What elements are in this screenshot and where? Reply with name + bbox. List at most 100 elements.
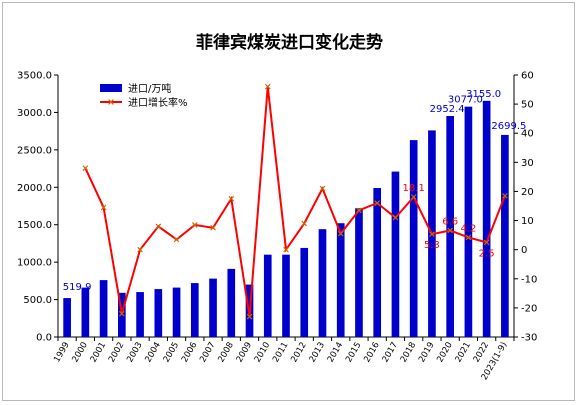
x-tick-label: 2012 — [289, 341, 308, 365]
x-tick-label: 2002 — [107, 341, 126, 365]
left-tick-label: 500.0 — [23, 295, 52, 306]
bar — [99, 280, 108, 337]
line-marker — [319, 185, 326, 192]
line-marker — [173, 236, 180, 243]
line-marker — [264, 83, 271, 90]
legend-line-marker — [108, 99, 114, 105]
line-marker — [301, 220, 308, 227]
bar — [446, 115, 454, 338]
x-tick-label: 2000 — [70, 341, 89, 365]
bar — [282, 254, 290, 337]
line-marker — [210, 225, 216, 231]
line-marker — [283, 246, 289, 253]
bar — [355, 208, 363, 337]
x-tick-label: 2020 — [435, 341, 454, 365]
line-marker — [410, 194, 417, 200]
line-marker — [465, 234, 472, 241]
left-tick-label: 3000.0 — [17, 108, 52, 119]
right-tick-label: 10 — [521, 216, 534, 227]
bar — [118, 292, 126, 337]
right-tick-label: 40 — [521, 129, 534, 140]
bar — [154, 289, 163, 337]
bar — [209, 278, 217, 337]
x-tick-label: 2001 — [89, 341, 108, 365]
x-tick-label: 2007 — [198, 341, 217, 365]
line-layer — [82, 83, 508, 320]
data-label: 3077.0 — [448, 95, 483, 106]
data-label: 2952.4 — [430, 104, 465, 115]
x-tick-label: 2016 — [362, 341, 381, 365]
bar — [172, 287, 181, 337]
chart-title: 菲律宾煤炭进口变化走势 — [196, 33, 383, 53]
left-tick-label: 0.0 — [36, 333, 52, 344]
bar — [482, 100, 491, 337]
axes-layer: 0.0 500.0 1000.0 1500.0 2000.0 2500.0 3000.0 35… — [17, 71, 537, 383]
bar — [318, 229, 327, 337]
data-label: 5.3 — [424, 240, 440, 251]
x-tick-label: 2004 — [143, 341, 162, 365]
right-tick-label: -20 — [521, 303, 537, 314]
line-marker — [137, 246, 143, 253]
data-label: 18.1 — [403, 183, 425, 194]
bar — [391, 171, 400, 337]
bar — [300, 247, 309, 337]
bar — [136, 292, 144, 337]
right-tick-label: 60 — [521, 71, 534, 82]
line-marker — [191, 222, 198, 228]
x-tick-label: 2006 — [180, 341, 199, 365]
bar — [373, 188, 382, 337]
bar — [501, 134, 509, 337]
x-tick-label: 2017 — [381, 341, 400, 365]
x-tick-label: 2010 — [253, 341, 272, 365]
right-tick-label: 30 — [521, 158, 534, 169]
bar — [263, 254, 272, 337]
line-marker — [447, 227, 453, 234]
x-tick-label: 1999 — [52, 341, 71, 365]
x-tick-label: 2014 — [326, 341, 345, 365]
x-tick-label: 2013 — [308, 341, 327, 365]
data-label: 6.6 — [442, 216, 458, 227]
x-tick-label: 2005 — [162, 341, 181, 365]
right-tick-label: 50 — [521, 100, 534, 111]
line-marker — [82, 165, 89, 171]
line-marker — [483, 239, 490, 246]
line-marker — [100, 204, 107, 211]
left-tick-label: 2000.0 — [17, 183, 52, 194]
right-tick-label: -10 — [521, 274, 537, 285]
left-tick-label: 2500.0 — [17, 145, 52, 156]
x-tick-label: 2019 — [417, 341, 436, 365]
growth-line — [84, 86, 506, 317]
legend-bar-label: 进口/万吨 — [128, 82, 171, 95]
bar — [190, 283, 199, 337]
x-tick-label: 2003 — [125, 341, 144, 365]
line-marker — [374, 200, 381, 206]
line-marker — [228, 195, 235, 202]
left-tick-label: 1500.0 — [17, 220, 52, 231]
data-label: 3155.0 — [466, 89, 501, 100]
data-label: 2.5 — [479, 248, 495, 259]
legend-line-label: 进口增长率% — [128, 96, 188, 109]
line-marker — [119, 310, 125, 317]
line-marker — [502, 192, 508, 199]
line-marker — [155, 223, 162, 230]
line-marker — [356, 207, 362, 214]
line-marker — [337, 230, 344, 237]
bar — [227, 268, 236, 337]
bar — [63, 298, 71, 337]
right-tick-label: 0 — [521, 245, 527, 256]
legend-bar-swatch — [100, 84, 122, 92]
x-tick-label: 2021 — [454, 341, 473, 365]
data-label: 2699.5 — [491, 121, 526, 132]
data-label: 4.2 — [460, 223, 476, 234]
left-tick-label: 1000.0 — [17, 258, 52, 269]
left-tick-label: 3500.0 — [17, 71, 52, 82]
right-tick-label: -30 — [521, 333, 537, 344]
x-tick-label: 2015 — [344, 341, 363, 365]
data-label: 519.9 — [63, 282, 92, 293]
x-tick-label: 2009 — [235, 341, 254, 365]
x-tick-label: 2011 — [271, 341, 290, 365]
line-marker — [392, 214, 399, 221]
